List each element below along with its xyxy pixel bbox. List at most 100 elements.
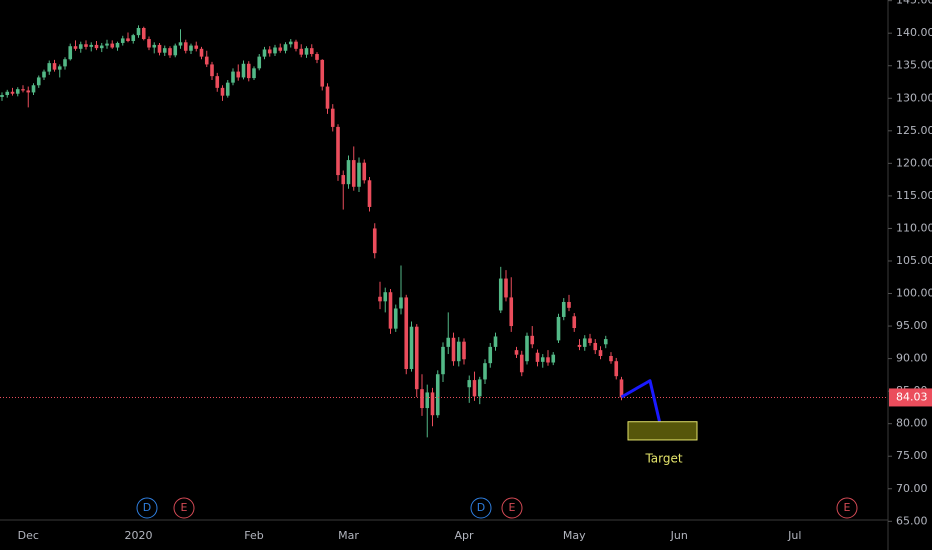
y-tick-label: 70.00 — [896, 482, 928, 495]
candle-body — [42, 71, 46, 78]
candle-body — [498, 278, 503, 311]
candle-body — [609, 355, 613, 362]
y-tick-label: 105.00 — [896, 254, 932, 267]
event-marker — [836, 497, 858, 519]
event-marker — [136, 497, 158, 519]
candle-body — [136, 27, 141, 36]
candle-body — [493, 336, 498, 347]
candle-body — [341, 175, 346, 185]
event-marker — [173, 497, 195, 519]
candle-body — [120, 38, 125, 43]
x-tick-label: Mar — [338, 529, 359, 542]
candle-body — [26, 90, 31, 93]
candle-body — [252, 68, 256, 79]
candle-body — [115, 42, 120, 48]
x-tick-label: Apr — [454, 529, 474, 542]
candle-body — [68, 46, 73, 60]
candle-body — [362, 162, 367, 181]
y-tick-label: 75.00 — [896, 449, 928, 462]
candle-body — [430, 392, 435, 416]
candle-body — [388, 292, 393, 329]
candle-body — [441, 346, 445, 375]
candle-body — [0, 95, 4, 97]
y-tick-label: 80.00 — [896, 417, 928, 430]
candle-body — [283, 44, 288, 51]
candle-body — [294, 41, 298, 49]
y-tick-label: 100.00 — [896, 287, 932, 300]
candle-body — [519, 354, 524, 373]
candle-body — [509, 297, 514, 327]
candle-body — [367, 180, 372, 207]
target-zone — [627, 421, 698, 441]
candle-body — [273, 47, 277, 54]
candle-body — [262, 49, 267, 57]
candle-body — [420, 389, 424, 409]
candle-body — [540, 357, 545, 362]
candle-body — [561, 301, 566, 317]
candle-body — [477, 379, 482, 397]
candle-body — [78, 44, 83, 49]
candle-body — [582, 338, 587, 347]
y-tick-label: 140.00 — [896, 26, 932, 39]
candle-body — [372, 228, 377, 254]
candle-body — [409, 326, 414, 370]
event-label: D — [477, 501, 485, 514]
candle-body — [105, 43, 109, 46]
x-tick-label: Jun — [670, 529, 688, 542]
y-tick-label: 125.00 — [896, 124, 932, 137]
candle-body — [162, 48, 167, 53]
y-tick-label: 65.00 — [896, 514, 928, 527]
candle-body — [467, 380, 472, 388]
candle-body — [567, 301, 571, 308]
candle-body — [189, 45, 193, 51]
x-tick-label: May — [563, 529, 586, 542]
candle-body — [246, 63, 251, 79]
candle-body — [488, 346, 493, 364]
last-price-tag — [889, 388, 932, 407]
candle-body — [483, 363, 487, 380]
candle-body — [220, 87, 225, 96]
candle-body — [357, 162, 361, 187]
candle-body — [414, 326, 419, 390]
candle-body — [614, 361, 619, 377]
candle-body — [288, 41, 293, 45]
last-price-label: 84.03 — [896, 390, 928, 403]
candle-body — [84, 44, 88, 47]
candle-body — [435, 374, 440, 416]
candle-body — [178, 42, 183, 46]
candle-body — [73, 46, 78, 49]
candle-body — [199, 48, 204, 57]
candle-body — [194, 45, 199, 49]
y-tick-label: 130.00 — [896, 91, 932, 104]
candle-body — [267, 49, 272, 54]
candle-body — [31, 85, 36, 93]
candle-body — [351, 160, 356, 187]
candle-body — [278, 47, 283, 51]
candle-body — [141, 27, 146, 40]
event-marker — [470, 497, 492, 519]
target-label: Target — [644, 452, 682, 466]
candle-body — [257, 56, 262, 69]
event-marker — [501, 497, 523, 519]
candle-body — [168, 48, 172, 56]
candle-body — [147, 39, 151, 48]
candle-body — [603, 339, 608, 345]
candle-body — [378, 296, 382, 302]
candle-body — [10, 91, 15, 94]
candle-body — [472, 380, 477, 397]
candle-body — [462, 341, 466, 360]
x-tick-label: Feb — [244, 529, 263, 542]
candle-body — [619, 379, 624, 398]
candle-body — [336, 126, 340, 176]
candle-body — [598, 350, 603, 356]
y-tick-label: 95.00 — [896, 319, 928, 332]
candle-body — [456, 341, 461, 362]
candle-body — [63, 59, 67, 67]
candle-body — [577, 344, 582, 347]
x-tick-label: Dec — [18, 529, 39, 542]
projection-line — [620, 379, 662, 425]
candle-body — [346, 160, 351, 185]
candle-body — [525, 335, 529, 362]
candle-body — [546, 357, 550, 363]
